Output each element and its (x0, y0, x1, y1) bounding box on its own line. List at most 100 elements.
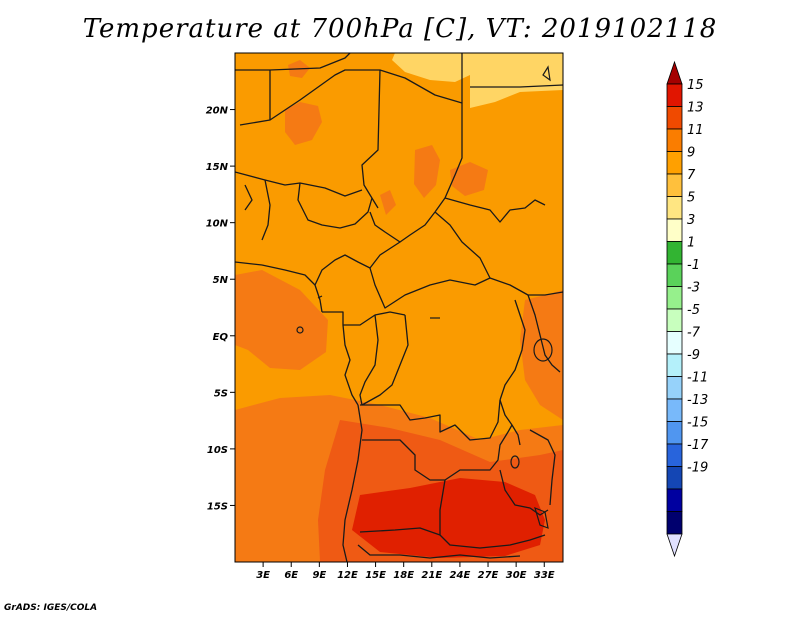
border-line (342, 324, 359, 406)
lon-tick-label: 24E (450, 570, 471, 581)
border-line (235, 261, 263, 266)
country-borders (235, 53, 563, 562)
longitude-axis: 3E 6E 9E 12E 15E 18E 21E 24E 27E 30E 33E (256, 562, 555, 581)
colorbar-swatch (666, 308, 683, 332)
border-line (439, 479, 546, 549)
border-line (261, 264, 316, 286)
lon-tick-label: 6E (284, 570, 298, 581)
lake-outline (542, 65, 551, 82)
border-line (527, 294, 561, 373)
lat-tick-label: 10N (206, 219, 229, 230)
border-line (499, 299, 526, 401)
border-line (470, 84, 563, 88)
colorbar-swatch (666, 488, 683, 512)
colorbar-swatch (666, 241, 683, 265)
lat-tick-label: 15N (206, 162, 229, 173)
lon-tick-label: 33E (534, 570, 555, 581)
border-line (499, 469, 549, 516)
colorbar-swatch (666, 196, 683, 220)
colorbar-swatch (666, 466, 683, 490)
border-line (434, 211, 491, 279)
colorbar-label: -13 (687, 393, 708, 408)
border-line (357, 544, 521, 559)
lat-tick-label: 10S (207, 445, 228, 456)
map-frame (234, 52, 564, 563)
colorbar-label: -3 (687, 281, 700, 296)
colorbar-swatch (666, 376, 683, 400)
lat-tick-label: EQ (213, 332, 229, 343)
colorbar-label: 5 (687, 191, 695, 206)
lat-tick-label: 15S (207, 501, 228, 512)
colorbar-swatch (666, 173, 683, 197)
colorbar-swatch (666, 443, 683, 467)
lat-tick-label: 5N (213, 275, 229, 286)
border-line (342, 404, 363, 562)
colorbar-swatch (666, 83, 683, 107)
lat-tick-label: 5S (214, 388, 228, 399)
colorbar-swatch (666, 151, 683, 175)
border-line (361, 69, 381, 209)
colorbar-swatch (666, 286, 683, 310)
warm-patch-5 (380, 190, 396, 215)
colorbar-swatch (666, 331, 683, 355)
warm-patch-4 (450, 162, 488, 196)
colorbar-label: 3 (687, 213, 695, 228)
lon-tick-label: 18E (393, 570, 414, 581)
border-line (359, 527, 441, 536)
cool-region-north (392, 53, 470, 82)
hottest-region-south (352, 478, 545, 558)
colorbar-label: -1 (687, 258, 700, 273)
colorbar-label: -5 (687, 303, 700, 318)
colorbar: 15 13 11 9 7 5 3 1 -1 -3 -5 -7 -9 -11 -13 -15 -17 -19 (666, 60, 709, 558)
colorbar-max-arrow (666, 60, 683, 85)
colorbar-label: -11 (687, 371, 708, 386)
lake-outline (317, 295, 323, 299)
border-line (314, 241, 401, 313)
colorbar-min-arrow (666, 533, 683, 558)
warm-patch-1 (285, 102, 322, 145)
border-line (434, 103, 463, 213)
border-line (322, 311, 406, 326)
border-line (297, 182, 373, 229)
lake-outline (534, 506, 549, 529)
border-line (360, 399, 501, 441)
lon-tick-label: 3E (256, 570, 270, 581)
border-line (359, 314, 379, 406)
warm-region-east (520, 290, 563, 420)
latitude-axis: 20N 15N 10N 5N EQ 5S 10S 15S (206, 106, 235, 512)
lon-tick-label: 9E (312, 570, 326, 581)
lon-tick-label: 12E (337, 570, 358, 581)
colorbar-label: 1 (687, 236, 695, 251)
chart-title: Temperature at 700hPa [C], VT: 201910211… (82, 14, 718, 44)
colorbar-swatch (666, 263, 683, 287)
border-line (361, 314, 409, 406)
colorbar-swatch (666, 353, 683, 377)
border-line (235, 53, 351, 71)
lake-outline (296, 326, 304, 334)
lake-victoria-outline (533, 338, 553, 362)
colorbar-swatch (666, 398, 683, 422)
warm-patch-3 (414, 145, 440, 198)
colorbar-swatch (666, 128, 683, 152)
colorbar-label: -9 (687, 348, 700, 363)
colorbar-label: -19 (687, 461, 708, 476)
lon-tick-label: 27E (478, 570, 499, 581)
border-line (244, 184, 253, 211)
border-line (261, 179, 271, 241)
border-line (499, 399, 521, 446)
colorbar-label: 11 (687, 123, 704, 138)
colorbar-swatch (666, 511, 683, 535)
temperature-field (235, 53, 563, 562)
colorbar-label: 7 (687, 168, 696, 183)
lake-outline (510, 455, 520, 469)
lat-tick-label: 20N (206, 106, 229, 117)
colorbar-label: -7 (687, 326, 701, 341)
colorbar-label: 9 (687, 146, 695, 161)
colorbar-swatch (666, 218, 683, 242)
warm-region-west (235, 270, 328, 370)
colorbar-swatch (666, 106, 683, 130)
border-line (369, 267, 491, 309)
border-line (529, 429, 556, 506)
colorbar-swatch (666, 421, 683, 445)
